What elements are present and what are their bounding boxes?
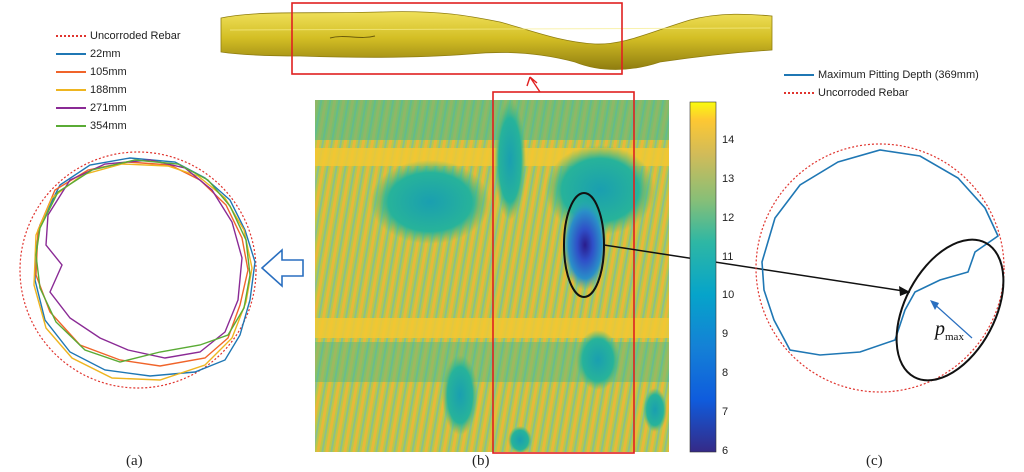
- colorbar-tick-label: 8: [722, 367, 729, 380]
- heatmap-highlight-box: [492, 91, 635, 454]
- legend-label: Uncorroded Rebar: [90, 30, 181, 42]
- pmax-symbol: p: [935, 318, 945, 340]
- panel-label-c: (c): [866, 453, 883, 469]
- colorbar-tick-label: 9: [722, 328, 729, 341]
- legend-label: Uncorroded Rebar: [818, 87, 909, 99]
- legend-label: Maximum Pitting Depth (369mm): [818, 69, 979, 81]
- legend-swatch: [56, 53, 86, 55]
- legend-a-item-271mm: 271mm: [56, 99, 181, 117]
- legend-label: 22mm: [90, 48, 121, 60]
- pmax-arrowhead: [930, 300, 939, 310]
- legend-c-item-max-pitting: Maximum Pitting Depth (369mm): [784, 66, 979, 84]
- profile-188mm: [33, 163, 253, 381]
- legend-a-item-188mm: 188mm: [56, 81, 181, 99]
- max-pitting-profile: [761, 149, 1000, 356]
- legend-label: 188mm: [90, 84, 127, 96]
- pmax-subscript: max: [945, 331, 964, 343]
- legend-a: Uncorroded Rebar 22mm 105mm 188mm 271mm …: [56, 27, 181, 135]
- legend-a-item-22mm: 22mm: [56, 45, 181, 63]
- uncorroded-circle-c: [755, 143, 1005, 393]
- legend-label: 271mm: [90, 102, 127, 114]
- profile-354mm: [35, 159, 251, 363]
- legend-swatch: [784, 74, 814, 76]
- colorbar-tick-label: 13: [722, 172, 735, 185]
- colorbar-tick-label: 14: [722, 133, 735, 146]
- panel-label-b: (b): [472, 453, 490, 469]
- colorbar-tick-label: 11: [722, 250, 734, 263]
- legend-swatch: [56, 71, 86, 73]
- legend-swatch: [56, 125, 86, 127]
- legend-label: 105mm: [90, 66, 127, 78]
- pit-ellipse-c: [895, 238, 1005, 382]
- legend-swatch: [56, 35, 86, 37]
- pmax-arrow-line: [931, 301, 973, 339]
- colorbar-tick-label: 6: [722, 445, 729, 457]
- legend-label: 354mm: [90, 120, 127, 132]
- legend-a-item-uncorroded: Uncorroded Rebar: [56, 27, 181, 45]
- rebar-highlight-box: [291, 2, 623, 75]
- colorbar-tick-label: 12: [722, 211, 735, 224]
- legend-swatch: [56, 89, 86, 91]
- connector-arrowhead: [899, 286, 910, 296]
- profile-22mm: [34, 157, 256, 377]
- pmax-label: pmax: [935, 318, 964, 343]
- profile-271mm: [45, 159, 243, 359]
- legend-a-item-105mm: 105mm: [56, 63, 181, 81]
- legend-swatch: [784, 92, 814, 94]
- legend-a-item-354mm: 354mm: [56, 117, 181, 135]
- legend-c-item-uncorroded: Uncorroded Rebar: [784, 84, 979, 102]
- colorbar-tick-label: 10: [722, 289, 735, 302]
- legend-swatch: [56, 107, 86, 109]
- panel-label-a: (a): [126, 453, 143, 469]
- legend-c: Maximum Pitting Depth (369mm) Uncorroded…: [784, 66, 979, 102]
- uncorroded-circle-a: [19, 151, 257, 389]
- colorbar-gradient: [689, 101, 717, 453]
- pit-connector-line: [603, 244, 911, 293]
- colorbar-tick-label: 7: [722, 406, 729, 419]
